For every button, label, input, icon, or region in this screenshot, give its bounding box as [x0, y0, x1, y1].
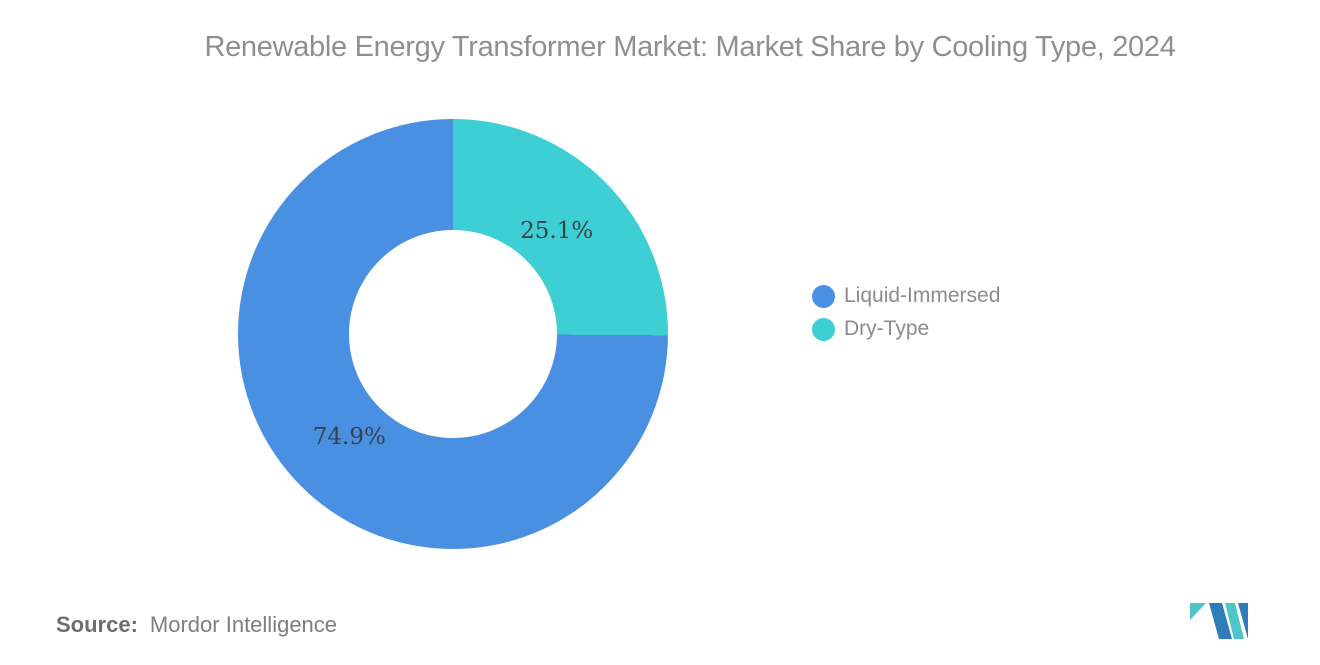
legend: Liquid-Immersed Dry-Type	[812, 284, 1000, 350]
logo-teal-diagonal	[1225, 603, 1244, 639]
mordor-intelligence-logo	[1190, 603, 1248, 639]
chart-title: Renewable Energy Transformer Market: Mar…	[204, 31, 1176, 63]
legend-swatch	[812, 284, 835, 308]
source-label: Source:	[56, 612, 138, 637]
logo-teal-triangle	[1190, 603, 1206, 620]
legend-label: Liquid-Immersed	[844, 284, 1001, 307]
legend-item: Dry-Type	[812, 317, 1000, 341]
donut-hole	[349, 230, 557, 438]
source-value: Mordor Intelligence	[149, 612, 338, 637]
slice-label: 25.1%	[520, 217, 594, 244]
legend-item: Liquid-Immersed	[812, 284, 1000, 308]
logo-blue-triangle	[1238, 603, 1248, 639]
donut-chart: 25.1% 74.9%	[238, 119, 668, 549]
legend-label: Dry-Type	[844, 317, 930, 340]
legend-swatch	[812, 317, 835, 341]
source-line: Source: Mordor Intelligence	[56, 612, 337, 638]
logo-blue-diagonal	[1209, 603, 1232, 639]
slice-label: 74.9%	[312, 424, 386, 451]
